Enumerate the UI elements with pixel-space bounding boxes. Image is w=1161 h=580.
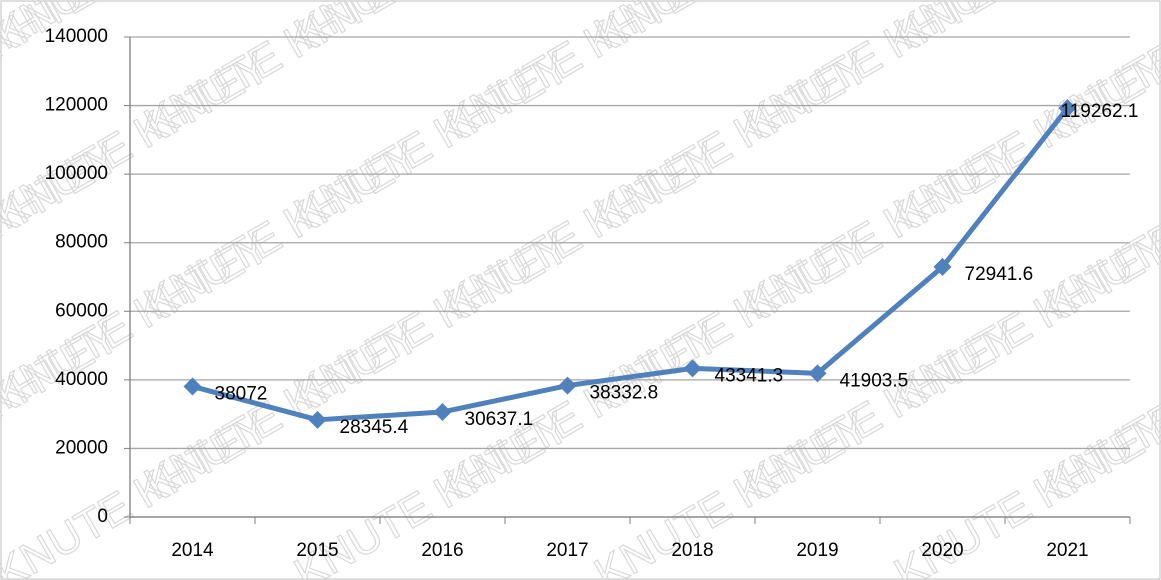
y-tick-label: 40000	[55, 369, 108, 390]
marker	[558, 376, 577, 395]
y-tick-label: 80000	[55, 232, 108, 253]
y-tick-label: 60000	[55, 300, 108, 321]
marker	[183, 377, 202, 396]
y-tick-label: 0	[97, 506, 108, 527]
y-tick-label: 140000	[45, 26, 108, 47]
marker	[933, 257, 952, 276]
data-label: 38072	[215, 383, 268, 404]
line	[191, 106, 1070, 423]
data-label: 38332.8	[590, 383, 659, 404]
x-tick-label: 2018	[671, 540, 713, 561]
x-tick-label: 2021	[1046, 540, 1088, 561]
y-tick-label: 20000	[55, 437, 108, 458]
data-label: 30637.1	[465, 409, 534, 430]
x-tick-label: 2016	[421, 540, 463, 561]
x-tick-label: 2014	[171, 540, 214, 561]
data-label: 43341.3	[715, 365, 784, 386]
data-label: 72941.6	[965, 264, 1034, 285]
x-tick-label: 2019	[796, 540, 838, 561]
marker	[433, 402, 452, 421]
y-tick-label: 120000	[45, 95, 108, 116]
x-tick-label: 2020	[921, 540, 963, 561]
marker	[308, 410, 327, 429]
x-tick-label: 2017	[546, 540, 588, 561]
x-tick-label: 2015	[296, 540, 338, 561]
y-tick-label: 100000	[45, 163, 108, 184]
marker	[1058, 99, 1077, 118]
data-label: 28345.4	[340, 417, 409, 438]
data-label: 119262.1	[1061, 101, 1139, 122]
marker	[808, 364, 827, 383]
data-label: 41903.5	[840, 370, 909, 391]
marker	[683, 359, 702, 378]
